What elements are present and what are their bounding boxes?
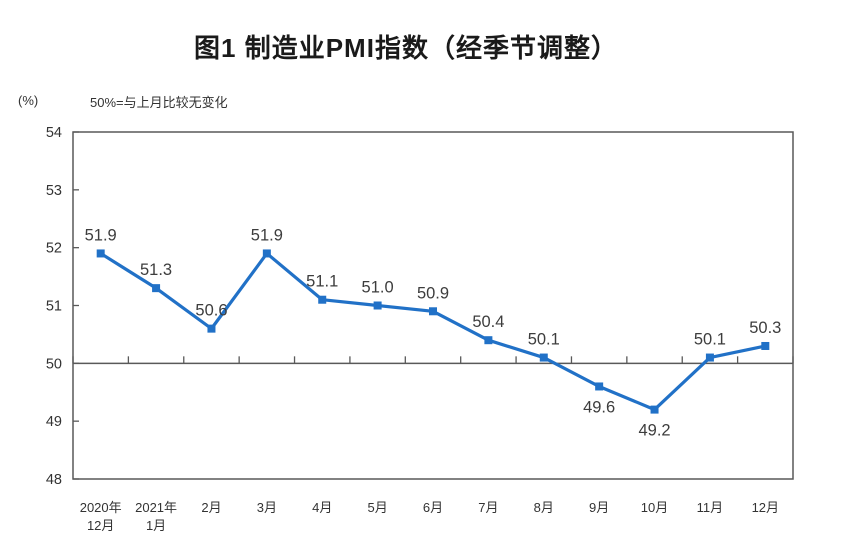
data-point-marker [262,249,271,258]
y-axis-tick-label: 48 [46,472,62,488]
data-point-label: 51.3 [140,261,172,279]
data-point-label: 51.9 [251,226,283,244]
data-point-marker [152,284,161,293]
data-point-marker [539,353,548,362]
data-point-label: 51.0 [362,279,394,297]
data-point-marker [429,307,437,316]
x-axis-label: 7月 [478,500,498,515]
x-axis-label: 10月 [641,500,668,515]
data-point-marker [96,249,105,258]
x-axis-label: 8月 [534,500,554,515]
data-point-label: 51.9 [85,226,117,244]
data-point-label: 49.2 [638,422,670,440]
data-point-label: 50.6 [195,302,227,320]
x-axis-label: 2月 [201,500,221,515]
data-point-label: 50.3 [749,319,781,337]
x-axis-label: 2021年 1月 [135,500,177,533]
x-axis-label: 6月 [423,500,443,515]
data-point-marker [595,382,604,391]
y-axis-tick-label: 50 [46,356,62,372]
reference-note: 50%=与上月比较无变化 [90,95,228,110]
x-axis-label: 5月 [367,500,387,515]
data-point-label: 50.9 [417,284,449,302]
x-axis-label: 3月 [257,500,277,515]
data-point-marker [650,405,659,414]
x-axis-label: 12月 [752,500,779,515]
y-axis-tick-label: 53 [46,183,62,199]
x-axis-label: 9月 [589,500,609,515]
data-line [99,251,767,412]
data-point-marker [705,353,714,362]
data-point-label: 50.1 [528,331,560,349]
data-point-marker [318,295,327,304]
y-axis-tick-label: 51 [46,299,62,315]
y-axis-tick-label: 54 [46,125,62,141]
data-point-label: 51.1 [306,273,338,291]
x-axis-label: 4月 [312,500,332,515]
data-point-label: 50.4 [472,313,504,331]
y-axis-tick-label: 52 [46,241,62,257]
chart-title: 图1 制造业PMI指数（经季节调整） [194,33,618,63]
y-axis-tick-label: 49 [46,414,62,430]
y-axis-unit-label: (%) [18,93,39,108]
data-point-label: 50.1 [694,331,726,349]
data-point-marker [761,341,770,350]
data-point-marker [373,301,382,310]
x-axis-label: 2020年 12月 [80,500,122,533]
x-axis-label: 11月 [697,500,724,515]
data-point-label: 49.6 [583,398,615,416]
data-point-marker [484,336,493,345]
data-point-marker [207,324,216,333]
